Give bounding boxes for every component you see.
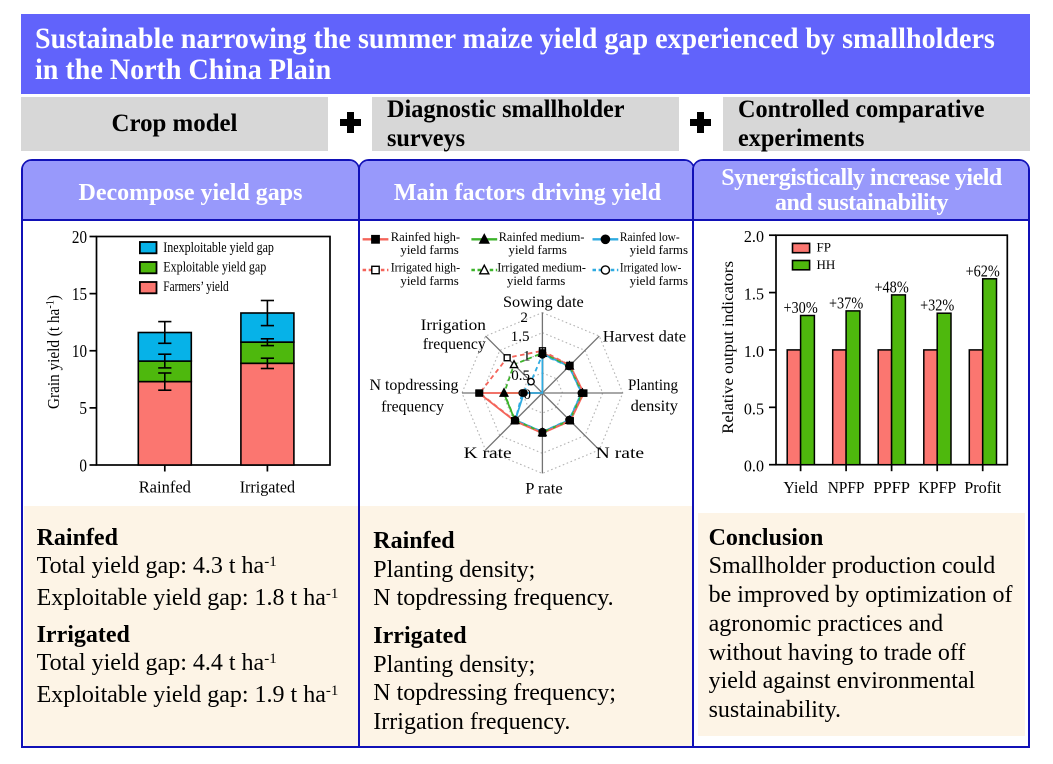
svg-text:Exploitable yield gap: Exploitable yield gap — [163, 260, 266, 276]
svg-text:Rainfed: Rainfed — [139, 478, 192, 497]
svg-text:Irrigation: Irrigation — [421, 315, 486, 334]
svg-text:1.5: 1.5 — [511, 329, 530, 345]
svg-text:0.0: 0.0 — [744, 457, 764, 476]
svg-text:+48%: +48% — [875, 277, 909, 296]
svg-text:1.5: 1.5 — [744, 285, 764, 304]
svg-text:+30%: +30% — [784, 298, 818, 317]
svg-text:15: 15 — [72, 284, 87, 304]
svg-text:0: 0 — [79, 455, 87, 475]
svg-text:HH: HH — [817, 257, 836, 272]
svg-text:yield farms: yield farms — [400, 273, 458, 288]
svg-text:Grain yield (t ha-1): Grain yield (t ha-1) — [44, 295, 63, 409]
svg-text:yield farms: yield farms — [509, 242, 567, 257]
svg-text:2.0: 2.0 — [744, 227, 764, 246]
svg-text:+32%: +32% — [920, 296, 954, 315]
svg-text:1.0: 1.0 — [744, 342, 764, 361]
svg-text:yield farms: yield farms — [400, 242, 458, 257]
svg-text:FP: FP — [817, 240, 831, 255]
svg-text:yield farms: yield farms — [630, 242, 688, 257]
svg-text:Harvest date: Harvest date — [603, 326, 686, 345]
svg-text:PPFP: PPFP — [873, 478, 910, 497]
svg-text:N topdressing: N topdressing — [370, 375, 459, 394]
svg-text:Irrigated medium-: Irrigated medium- — [497, 260, 586, 275]
svg-text:Yield: Yield — [783, 478, 818, 497]
svg-text:frequency: frequency — [381, 397, 445, 416]
svg-text:N rate: N rate — [596, 443, 644, 462]
svg-text:Farmers’ yield: Farmers’ yield — [163, 279, 229, 295]
svg-text:Rainfed high-: Rainfed high- — [391, 229, 460, 244]
svg-text:1: 1 — [523, 349, 531, 365]
svg-text:frequency: frequency — [423, 334, 487, 353]
svg-text:Irrigated high-: Irrigated high- — [391, 260, 460, 275]
svg-text:Irrigated: Irrigated — [240, 478, 296, 497]
svg-text:NPFP: NPFP — [828, 478, 865, 497]
svg-text:K rate: K rate — [464, 443, 512, 462]
svg-text:10: 10 — [72, 341, 87, 361]
svg-text:Profit: Profit — [964, 478, 1001, 497]
svg-text:density: density — [631, 396, 679, 415]
svg-text:Relative output indicators: Relative output indicators — [720, 261, 737, 434]
svg-text:+37%: +37% — [829, 293, 863, 312]
svg-text:Sowing date: Sowing date — [503, 292, 584, 311]
svg-text:0.5: 0.5 — [744, 399, 764, 418]
svg-text:yield farms: yield farms — [630, 273, 688, 288]
svg-text:Rainfed low-: Rainfed low- — [620, 229, 680, 244]
svg-text:yield farms: yield farms — [507, 273, 565, 288]
svg-text:0.5: 0.5 — [511, 368, 530, 384]
svg-text:+62%: +62% — [966, 261, 1000, 280]
svg-text:Irrigated low-: Irrigated low- — [620, 260, 681, 275]
svg-text:Rainfed medium-: Rainfed medium- — [499, 229, 585, 244]
svg-text:Planting: Planting — [628, 375, 678, 394]
svg-text:KPFP: KPFP — [918, 478, 956, 497]
svg-text:5: 5 — [79, 398, 87, 418]
svg-text:0: 0 — [524, 387, 532, 403]
svg-text:P rate: P rate — [525, 479, 562, 498]
svg-text:Inexploitable yield gap: Inexploitable yield gap — [163, 240, 274, 256]
svg-text:2: 2 — [520, 310, 528, 326]
svg-text:20: 20 — [72, 227, 87, 247]
